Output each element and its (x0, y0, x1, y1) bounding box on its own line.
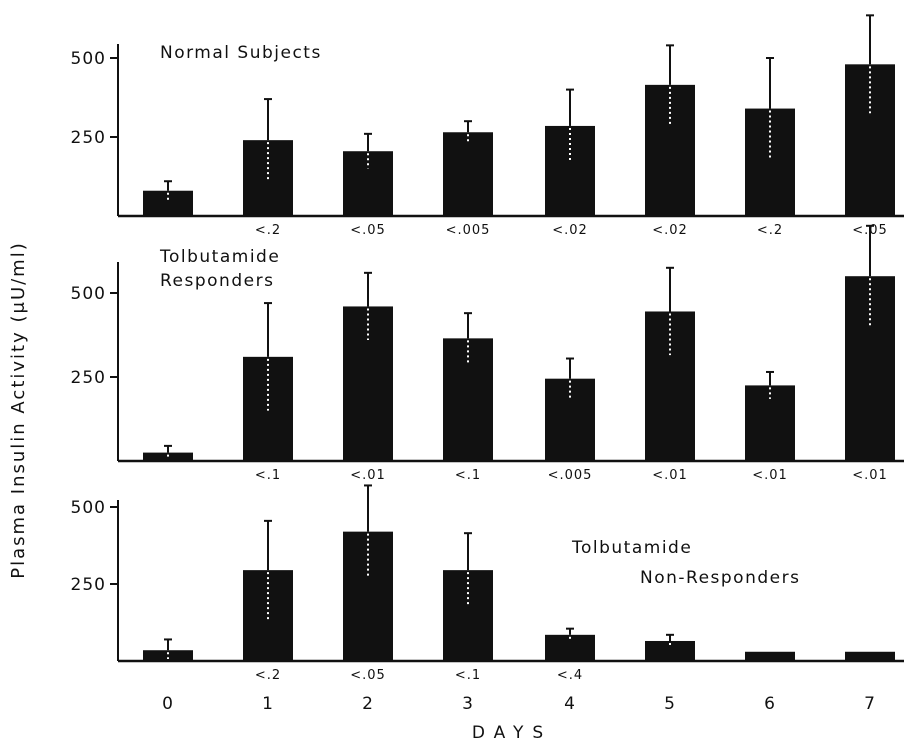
p-value-label: <.02 (552, 223, 588, 238)
bar-day-2 (343, 306, 393, 461)
p-value-label: <.05 (350, 668, 386, 683)
bar-day-6 (745, 108, 795, 216)
y-tick-label: 250 (71, 128, 106, 148)
bar-day-3 (443, 338, 493, 461)
y-tick-label: 250 (71, 575, 106, 595)
panel-title-line: Tolbutamide (159, 247, 280, 267)
p-value-label: <.01 (350, 468, 386, 483)
x-tick-label: 3 (462, 694, 474, 714)
panel-0: 250500<.2<.05<.005<.02<.02<.2<.05Normal … (71, 14, 904, 238)
y-tick-label: 250 (71, 368, 106, 388)
p-value-label: <.01 (752, 468, 788, 483)
p-value-label: <.01 (652, 468, 688, 483)
y-tick-label: 500 (71, 284, 106, 304)
x-tick-label: 6 (764, 694, 776, 714)
x-tick-labels: 0 1 2 3 4 5 6 7 (162, 694, 876, 714)
panel-title-line: Non-Responders (640, 568, 800, 588)
x-tick-label: 1 (262, 694, 274, 714)
x-axis-label: DAYS (472, 723, 552, 743)
x-tick-label: 5 (664, 694, 676, 714)
p-value-label: <.1 (455, 468, 481, 483)
y-tick-label: 500 (71, 498, 106, 518)
p-value-label: <.1 (455, 668, 481, 683)
bar-day-1 (243, 570, 293, 661)
bar-day-7 (845, 276, 895, 461)
bar-day-2 (343, 151, 393, 216)
p-value-label: <.01 (852, 468, 888, 483)
bar-day-6 (745, 385, 795, 461)
y-tick-label: 500 (71, 49, 106, 69)
bar-day-0 (143, 452, 193, 461)
bar-day-5 (645, 311, 695, 461)
bar-day-2 (343, 531, 393, 661)
bar-day-3 (443, 570, 493, 661)
p-value-label: <.2 (255, 223, 281, 238)
p-value-label: <.05 (350, 223, 386, 238)
panel-title-line: Responders (160, 271, 274, 291)
p-value-label: <.2 (757, 223, 783, 238)
bar-day-0 (143, 650, 193, 661)
panel-title-line: Normal Subjects (160, 43, 322, 63)
x-tick-label: 0 (162, 694, 174, 714)
p-value-label: <.2 (255, 668, 281, 683)
bar-day-7 (845, 64, 895, 216)
p-value-label: <.005 (548, 468, 593, 483)
x-tick-label: 4 (564, 694, 576, 714)
bar-day-4 (545, 125, 595, 216)
p-value-label: <.1 (255, 468, 281, 483)
chart-panels: 250 500 <.2 <.05 <.005 <.02 <.02 <.2 <.05 Normal … (71, 14, 904, 683)
p-value-label: <.005 (446, 223, 491, 238)
bar-day-4 (545, 634, 595, 661)
panel-title-line: Tolbutamide (571, 538, 692, 558)
bar-day-5 (645, 84, 695, 216)
panel-2: 250 500 <.2 <.05 <.1 <.4 Tolbutamide Non-Respon… (71, 484, 904, 683)
bar-day-3 (443, 132, 493, 216)
x-tick-label: 2 (362, 694, 374, 714)
bar-day-5 (645, 640, 695, 661)
y-axis-label: Plasma Insulin Activity (μU/ml) (8, 241, 29, 579)
p-value-label: <.02 (652, 223, 688, 238)
bar-day-6 (745, 651, 795, 661)
bar-day-7 (845, 651, 895, 661)
panel-1: 250 500 <.1 <.01 <.1 <.005 <.01 <.01 <.01 Tolbuta… (71, 224, 904, 483)
x-tick-label: 7 (864, 694, 876, 714)
bar-day-0 (143, 190, 193, 216)
p-value-label: <.4 (557, 668, 583, 683)
